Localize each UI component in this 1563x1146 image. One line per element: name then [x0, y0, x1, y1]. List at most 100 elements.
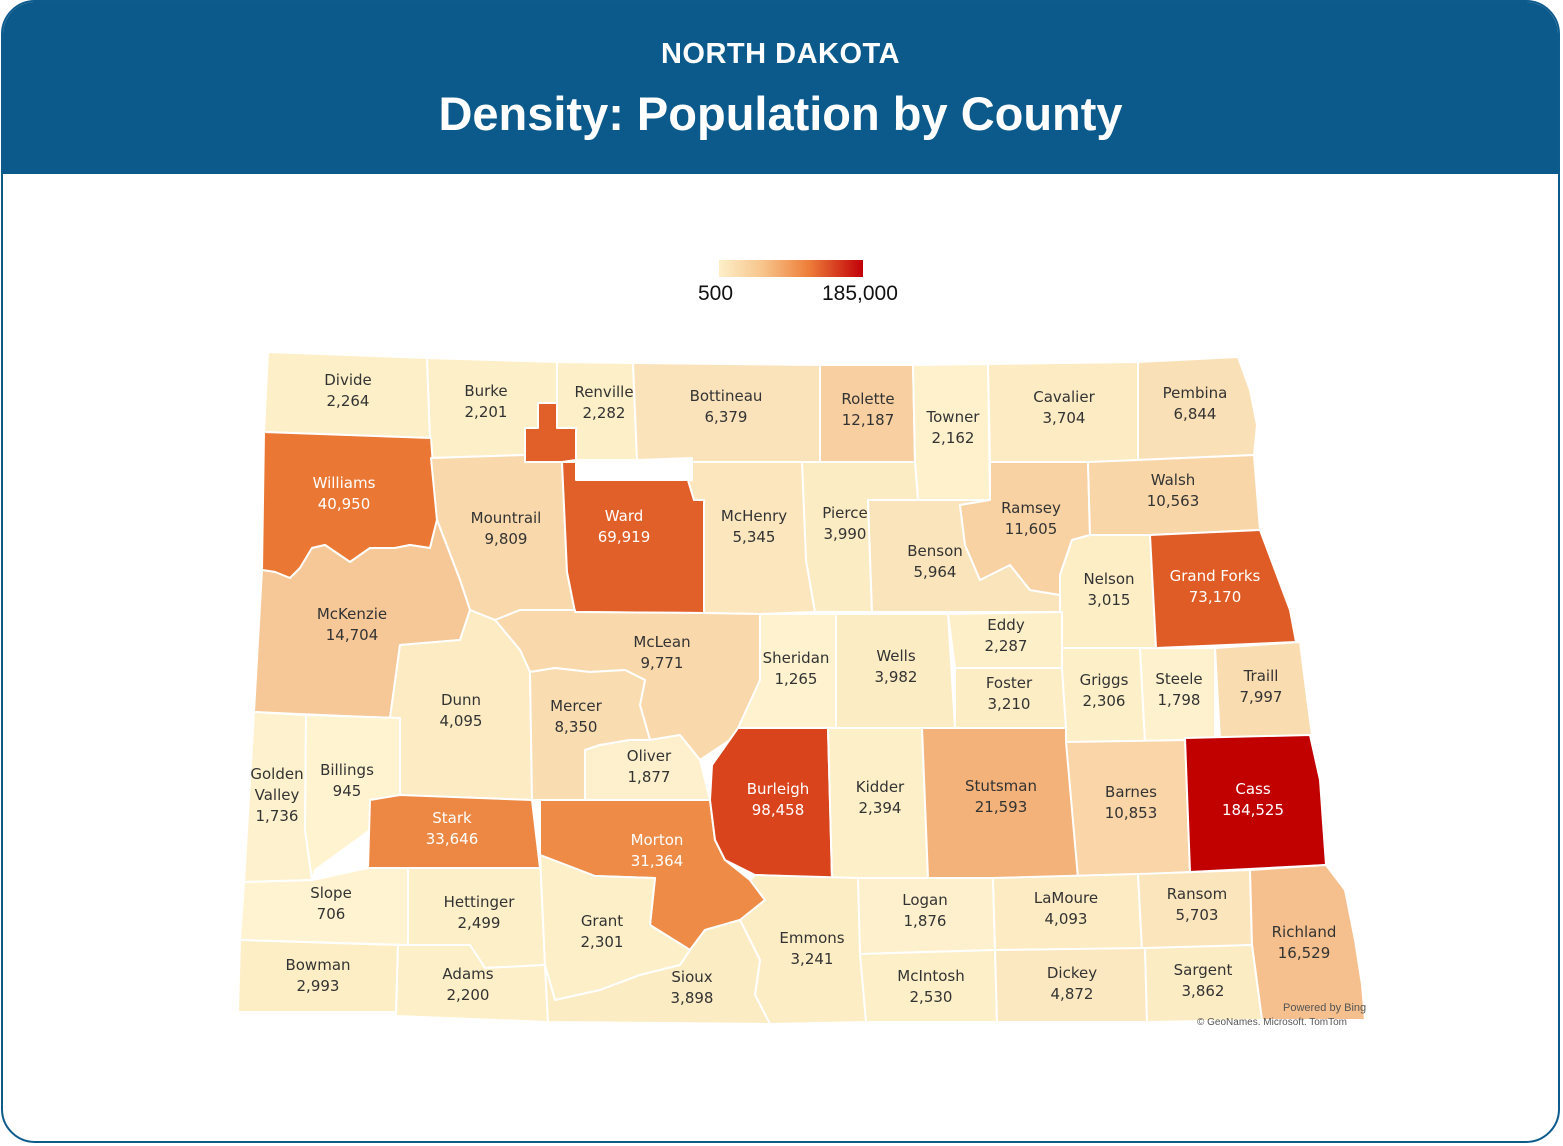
county-population-label: 1,798 — [1158, 691, 1201, 709]
county-name-label: Sioux — [671, 968, 712, 986]
county-population-label: 3,704 — [1043, 409, 1086, 427]
county-name-label: Hettinger — [444, 893, 516, 911]
county-population-label: 9,809 — [485, 530, 528, 548]
county-population-label: 40,950 — [318, 495, 371, 513]
county-population-label: 2,282 — [583, 404, 626, 422]
legend-max-label: 185,000 — [822, 282, 898, 305]
county-population-label: 2,394 — [859, 799, 902, 817]
county-name-label: McLean — [633, 633, 690, 651]
county-mcintosh[interactable] — [859, 949, 998, 1023]
county-traill[interactable] — [1214, 641, 1313, 741]
county-population-label: 5,345 — [733, 528, 776, 546]
county-population-label: 21,593 — [975, 798, 1028, 816]
county-name-label: Richland — [1272, 923, 1337, 941]
county-population-label: 10,563 — [1147, 492, 1200, 510]
county-population-label: 1,877 — [628, 768, 671, 786]
county-name-label: Adams — [442, 965, 493, 983]
county-name-label: Burke — [464, 382, 507, 400]
county-bowman[interactable] — [237, 939, 399, 1013]
county-population-label: 3,898 — [671, 989, 714, 1007]
county-name-label: Burleigh — [747, 780, 810, 798]
county-name-label: Golden — [250, 765, 303, 783]
county-name-label: Ward — [605, 507, 644, 525]
county-population-label: 69,919 — [598, 528, 651, 546]
county-population-label: 6,379 — [705, 408, 748, 426]
county-name-label: Mountrail — [471, 509, 542, 527]
county-population-label: 10,853 — [1105, 804, 1158, 822]
county-population-label: 2,306 — [1083, 692, 1126, 710]
county-population-label: 11,605 — [1005, 520, 1058, 538]
legend-color-scale — [719, 260, 863, 277]
county-population-label: 1,265 — [775, 670, 818, 688]
county-name-label: Steele — [1155, 670, 1202, 688]
county-richland[interactable] — [1249, 864, 1366, 1021]
county-population-label: 5,703 — [1176, 906, 1219, 924]
county-cass[interactable] — [1184, 734, 1327, 873]
county-name-label: McHenry — [721, 507, 787, 525]
county-name-label: Bowman — [285, 956, 350, 974]
county-population-label: 12,187 — [842, 411, 895, 429]
county-population-label: 945 — [333, 782, 362, 800]
county-population-label: 98,458 — [752, 801, 805, 819]
county-name-label: Barnes — [1105, 783, 1157, 801]
county-name-label: Cass — [1235, 780, 1270, 798]
county-population-label: 3,982 — [875, 668, 918, 686]
county-population-label: 16,529 — [1278, 944, 1331, 962]
county-name-label: Eddy — [987, 616, 1025, 634]
county-population-label: 2,301 — [581, 933, 624, 951]
county-name-label: Benson — [907, 542, 963, 560]
county-population-label: 7,997 — [1240, 688, 1283, 706]
county-name-label: Grant — [581, 912, 623, 930]
county-name-label: Rolette — [841, 390, 894, 408]
county-name-label: Logan — [902, 891, 948, 909]
county-name-label: LaMoure — [1034, 889, 1098, 907]
county-population-label: 3,241 — [791, 950, 834, 968]
county-name-label: Bottineau — [690, 387, 763, 405]
county-population-label: 33,646 — [426, 830, 479, 848]
county-name-label: Valley — [255, 786, 300, 804]
county-name-label: Williams — [313, 474, 376, 492]
county-population-label: 4,095 — [440, 712, 483, 730]
county-name-label: Towner — [926, 408, 981, 426]
legend-min-label: 500 — [698, 282, 734, 305]
county-name-label: Cavalier — [1033, 388, 1095, 406]
map-title: Density: Population by County — [438, 87, 1123, 140]
county-population-label: 14,704 — [326, 626, 379, 644]
county-sargent[interactable] — [1144, 944, 1263, 1023]
county-name-label: Mercer — [550, 697, 602, 715]
county-population-label: 3,015 — [1088, 591, 1131, 609]
county-name-label: Dickey — [1047, 964, 1097, 982]
county-name-label: Renville — [574, 383, 633, 401]
county-population-label: 2,530 — [910, 988, 953, 1006]
county-sioux[interactable] — [544, 919, 771, 1025]
county-population-label: 1,736 — [256, 807, 299, 825]
county-name-label: Stutsman — [965, 777, 1037, 795]
county-population-label: 184,525 — [1222, 801, 1284, 819]
county-population-label: 73,170 — [1189, 588, 1242, 606]
county-population-label: 706 — [317, 905, 346, 923]
county-population-label: 4,093 — [1045, 910, 1088, 928]
county-stark[interactable] — [367, 794, 541, 869]
county-name-label: McKenzie — [317, 605, 387, 623]
county-name-label: Kidder — [856, 778, 905, 796]
county-population-label: 2,200 — [447, 986, 490, 1004]
county-population-label: 4,872 — [1051, 985, 1094, 1003]
header-banner: NORTH DAKOTA Density: Population by Coun… — [3, 2, 1558, 174]
county-name-label: Ramsey — [1001, 499, 1061, 517]
county-name-label: Stark — [432, 809, 472, 827]
county-population-label: 5,964 — [914, 563, 957, 581]
county-population-label: 2,264 — [327, 392, 370, 410]
county-name-label: Nelson — [1083, 570, 1134, 588]
county-name-label: Pierce — [822, 504, 867, 522]
county-name-label: Oliver — [627, 747, 672, 765]
county-population-label: 3,990 — [824, 525, 867, 543]
county-name-label: Billings — [320, 761, 374, 779]
county-population-label: 8,350 — [555, 718, 598, 736]
county-population-label: 31,364 — [631, 852, 684, 870]
county-name-label: Sargent — [1174, 961, 1233, 979]
county-population-label: 2,287 — [985, 637, 1028, 655]
state-name: NORTH DAKOTA — [660, 38, 901, 70]
county-name-label: Sheridan — [763, 649, 830, 667]
county-population-label: 2,162 — [932, 429, 975, 447]
